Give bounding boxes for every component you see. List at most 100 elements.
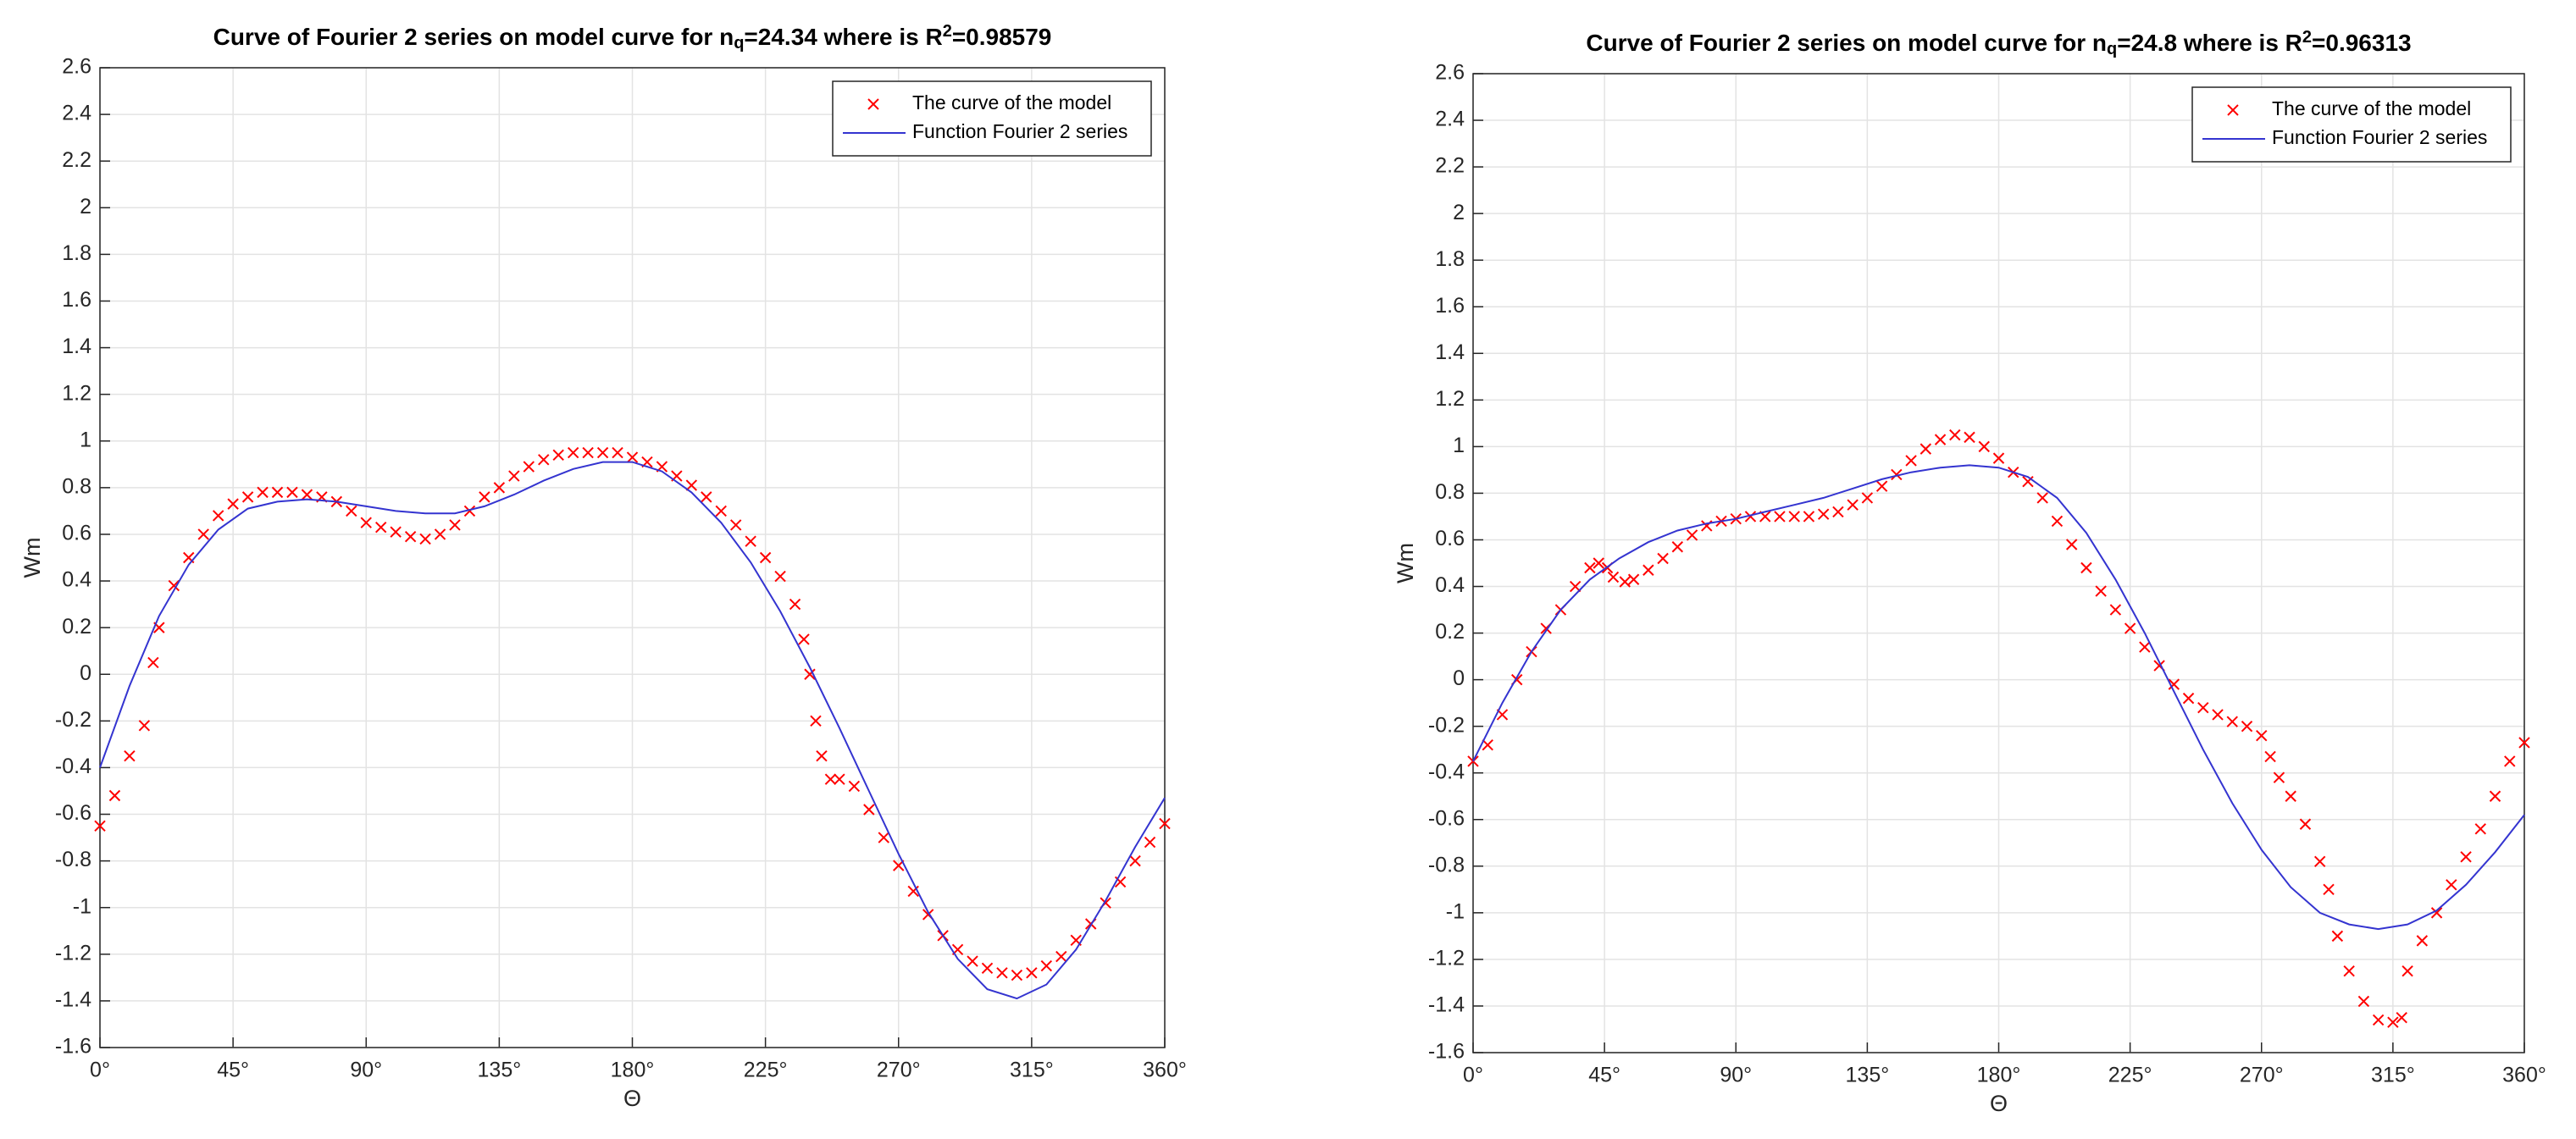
title-part: q <box>734 34 744 53</box>
data-point <box>2331 930 2344 943</box>
data-point <box>878 832 889 843</box>
data-point <box>2313 855 2326 868</box>
data-point <box>596 446 609 459</box>
y-tick-label: -0.2 <box>55 708 91 732</box>
title-part: Curve of Fourier 2 series on model curve… <box>213 24 734 50</box>
x-tick-label: 315° <box>1010 1059 1054 1082</box>
data-point <box>789 598 801 611</box>
x-tick-label: 45° <box>217 1059 249 1082</box>
y-tick-label: 2.2 <box>62 148 91 172</box>
legend: The curve of the model Function Fourier 2… <box>832 80 1152 157</box>
y-tick-label: -0.8 <box>1428 853 1465 876</box>
legend-label: Function Fourier 2 series <box>2272 126 2487 148</box>
data-point <box>124 749 136 762</box>
data-point <box>2124 622 2136 634</box>
data-point <box>2504 755 2516 767</box>
data-point <box>685 479 698 491</box>
data-point <box>241 491 254 503</box>
y-tick-label: 2.6 <box>62 55 91 79</box>
data-point <box>419 533 431 545</box>
title-part: q <box>2107 40 2117 58</box>
y-tick-label: -0.4 <box>1428 760 1465 783</box>
data-point <box>2264 750 2276 763</box>
data-point <box>1992 452 2005 464</box>
data-point <box>1920 443 1932 455</box>
data-point <box>1978 440 1990 453</box>
x-tick-label: 180° <box>611 1059 655 1082</box>
data-point <box>816 749 828 762</box>
data-point <box>257 486 269 499</box>
y-tick-label: 0.6 <box>62 522 91 545</box>
y-tick-label: -1.2 <box>55 941 91 965</box>
data-point <box>523 461 535 473</box>
data-point <box>197 528 209 540</box>
legend-marker <box>2227 104 2239 116</box>
data-point <box>1144 836 1156 849</box>
legend-box <box>2191 86 2512 163</box>
data-point <box>2226 716 2238 727</box>
legend: The curve of the model Function Fourier 2… <box>2191 86 2512 163</box>
data-point <box>2109 604 2122 616</box>
data-point <box>2285 790 2296 802</box>
data-point <box>1744 511 1757 523</box>
x-tick-label: 90° <box>350 1059 382 1082</box>
data-point <box>2416 935 2429 947</box>
data-point <box>1584 561 1596 574</box>
data-point <box>346 505 357 517</box>
data-point <box>1011 969 1023 981</box>
axes: 0° 45° 90° 135° 180° 225° 270° 315° 360° -1.6 -1.4… <box>1393 28 2546 1116</box>
y-tick-label: 0.8 <box>1435 480 1465 504</box>
axes: 0° 45° 90° 135° 180° 225° 270° 315° 360° -1.6 -1.4… <box>19 22 1187 1111</box>
data-point <box>1026 967 1038 979</box>
data-point <box>1643 564 1654 576</box>
data-point <box>967 955 978 967</box>
data-point <box>2323 883 2335 896</box>
data-point <box>848 780 861 793</box>
data-point <box>463 505 476 517</box>
y-tick-label: 1.8 <box>1435 247 1465 271</box>
data-point <box>301 489 313 500</box>
data-point <box>1774 511 1786 523</box>
y-tick-label: -0.2 <box>1428 713 1465 737</box>
y-tick-label: 1.4 <box>1435 340 1465 364</box>
data-point <box>2446 879 2457 891</box>
data-point <box>1803 511 1815 523</box>
x-tick-label: 135° <box>478 1059 522 1082</box>
data-point <box>552 449 564 461</box>
data-point <box>1627 573 1640 585</box>
y-tick-label: 0.2 <box>62 615 91 639</box>
data-point <box>227 498 239 510</box>
data-point <box>1129 854 1141 867</box>
data-point <box>1569 580 1582 593</box>
data-point <box>108 789 121 802</box>
data-point <box>824 773 837 785</box>
data-point <box>798 633 810 645</box>
title-part: 2 <box>943 22 952 41</box>
data-point <box>449 519 461 531</box>
y-tick-label: -1.6 <box>1428 1040 1465 1064</box>
x-tick-label: 270° <box>2240 1064 2284 1087</box>
data-point <box>2273 771 2285 783</box>
data-point <box>730 519 742 531</box>
data-point <box>479 491 490 503</box>
y-tick-label: 0 <box>1453 666 1465 690</box>
data-point <box>745 535 756 547</box>
data-point <box>804 668 816 680</box>
data-point <box>996 967 1008 979</box>
data-point <box>147 656 159 669</box>
data-point <box>2357 995 2370 1008</box>
legend-label: The curve of the model <box>2272 97 2471 119</box>
x-tick-label: 0° <box>1463 1064 1483 1087</box>
data-point <box>715 505 727 517</box>
data-point <box>834 773 845 785</box>
y-tick-label: 1.2 <box>1435 387 1465 411</box>
data-point <box>2256 729 2268 742</box>
data-point <box>375 521 387 534</box>
data-point <box>168 579 180 592</box>
x-tick-label: 180° <box>1977 1064 2021 1087</box>
data-point <box>2518 737 2530 749</box>
y-tick-label: 0.4 <box>1435 573 1465 597</box>
data-point <box>759 551 772 564</box>
